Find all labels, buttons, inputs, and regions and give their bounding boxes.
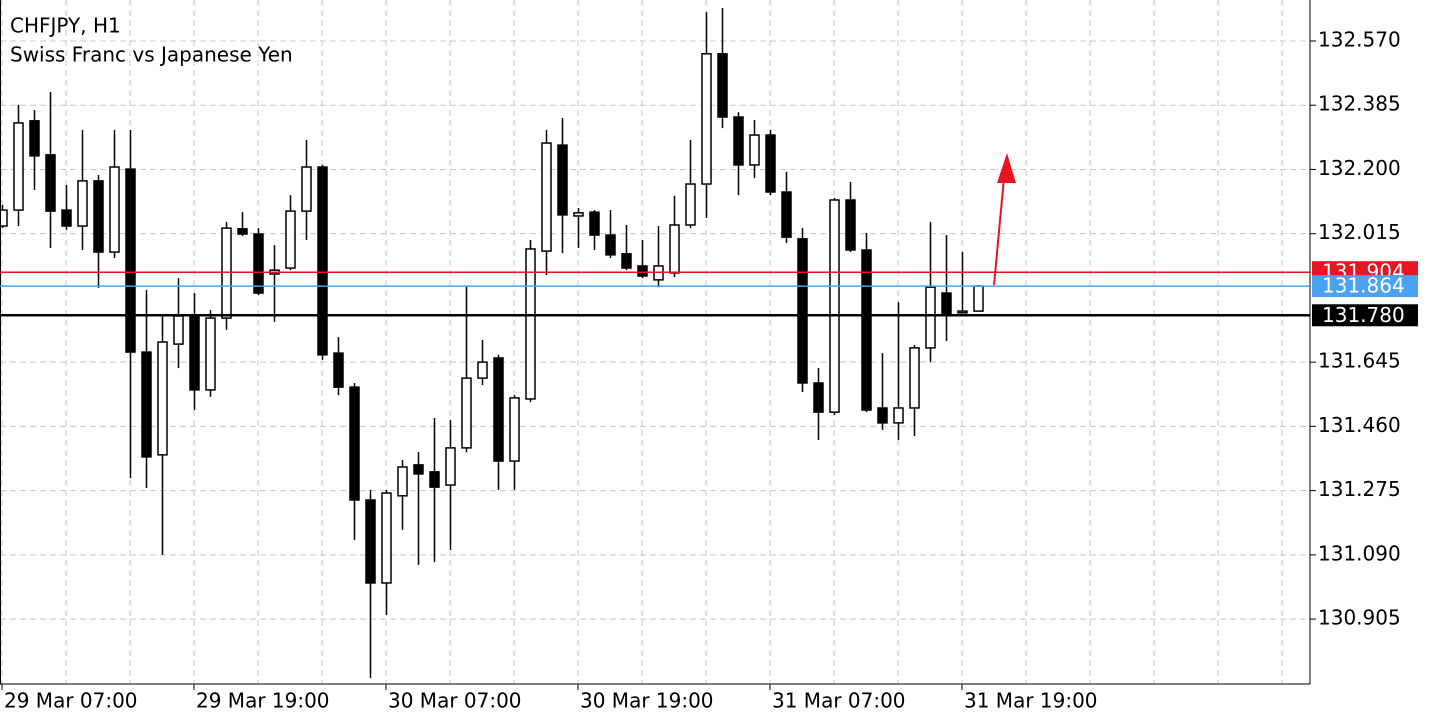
candle-body (365, 499, 376, 584)
candle-body (589, 211, 600, 236)
y-tick-label: 131.645 (1318, 349, 1401, 373)
candle-body (333, 352, 344, 388)
x-tick-label: 29 Mar 19:00 (196, 689, 330, 713)
candle-body (509, 397, 520, 462)
candle-body (93, 180, 104, 253)
candle-body (109, 166, 120, 253)
y-tick-label: 132.200 (1318, 156, 1401, 180)
candle-body (205, 317, 216, 391)
candle-body (637, 265, 648, 277)
axes: 132.570 132.385 132.200 132.015 131.645 131.4… (1, 27, 1401, 713)
y-tick-label: 131.090 (1318, 541, 1401, 565)
candle-body (381, 492, 392, 584)
plot-area (0, 7, 984, 679)
candle-body (669, 224, 680, 274)
price-label: 131.864 (1322, 274, 1405, 298)
candle-body (557, 144, 568, 216)
candle-body (0, 209, 8, 227)
candle-body (301, 166, 312, 212)
candle-body (413, 464, 424, 475)
candle-body (845, 199, 856, 251)
candle-body (685, 183, 696, 226)
arrow-head (997, 153, 1016, 183)
arrow-annotation (993, 153, 1016, 286)
price-label-box (1312, 275, 1418, 298)
candle-body (221, 227, 232, 319)
candle-body (445, 447, 456, 486)
x-tick-label: 29 Mar 07:00 (4, 689, 138, 713)
y-tick-label: 131.460 (1318, 413, 1401, 437)
candle-body (717, 53, 728, 118)
x-tick-label: 30 Mar 19:00 (580, 689, 714, 713)
candle-body (29, 120, 40, 157)
candle-body (525, 248, 536, 400)
price-label: 131.780 (1322, 303, 1405, 327)
chart-subtitle: Swiss Franc vs Japanese Yen (10, 43, 293, 67)
candle-body (701, 53, 712, 185)
candle-body (765, 134, 776, 193)
candle-body (813, 382, 824, 413)
candle-body (573, 212, 584, 217)
candle-body (957, 310, 968, 314)
y-tick-label: 130.905 (1318, 606, 1401, 630)
candle-body (125, 168, 136, 353)
candle-body (909, 347, 920, 409)
candle-body (973, 285, 984, 312)
x-tick-label: 31 Mar 19:00 (964, 689, 1098, 713)
candle-body (861, 249, 872, 411)
candle-body (493, 357, 504, 462)
chart-title: CHFJPY, H1 (10, 14, 121, 38)
y-tick-label: 132.015 (1318, 220, 1401, 244)
candle-body (941, 292, 952, 316)
candle-body (77, 180, 88, 227)
candle-body (461, 377, 472, 449)
candle-body (173, 315, 184, 345)
candle-body (429, 471, 440, 488)
candle-body (13, 122, 24, 211)
candle-body (189, 315, 200, 391)
candle-body (397, 466, 408, 497)
candle-body (141, 351, 152, 458)
y-tick-label: 132.385 (1318, 92, 1401, 116)
candle-body (157, 341, 168, 456)
candle-body (237, 228, 248, 235)
candle-body (829, 199, 840, 413)
candle-body (253, 233, 264, 294)
candle-body (621, 253, 632, 269)
candle-body (477, 361, 488, 379)
price-label-box (1312, 304, 1418, 327)
candle-body (317, 166, 328, 356)
candle-body (605, 234, 616, 256)
candle-body (45, 154, 56, 212)
candle-body (349, 386, 360, 501)
candle-body (749, 134, 760, 166)
candle-body (893, 407, 904, 424)
y-tick-label: 131.275 (1318, 477, 1401, 501)
candle-body (925, 286, 936, 349)
candle-body (733, 116, 744, 166)
candle-body (285, 210, 296, 269)
y-tick-label: 132.570 (1318, 27, 1401, 51)
x-tick-label: 30 Mar 07:00 (388, 689, 522, 713)
candle-body (877, 407, 888, 424)
candle-body (797, 238, 808, 384)
candle-body (541, 142, 552, 252)
arrow-shaft (993, 177, 1005, 286)
candle-body (781, 191, 792, 238)
candle-body (61, 209, 72, 227)
x-tick-label: 31 Mar 07:00 (772, 689, 906, 713)
